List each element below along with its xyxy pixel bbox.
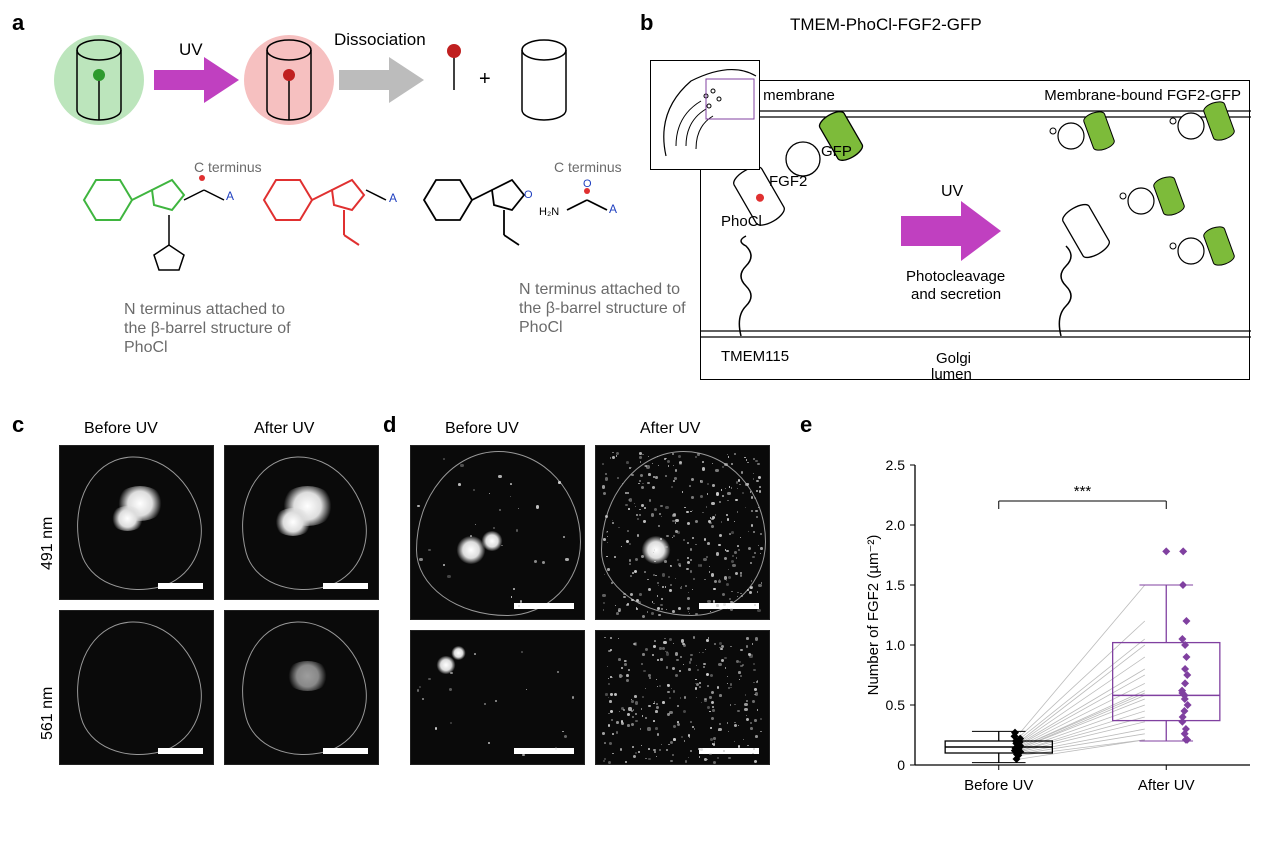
- svg-text:1.0: 1.0: [886, 637, 906, 653]
- panel-d: d Before UV After UV: [395, 420, 795, 830]
- svg-text:After UV: After UV: [1138, 777, 1195, 794]
- boxplot-chart: 0 0.5 1.0 1.5 2.0 2.5 Number of FGF2 (µm⁻²) Bef…: [860, 450, 1260, 810]
- panel-e: e 00.51.01.52.02.5Number of FGF2 (µm⁻²)B…: [800, 420, 1270, 830]
- panel-a-schematic: UV Dissociation +: [54, 25, 674, 155]
- c-img-3: [59, 610, 214, 765]
- d-img-3: [410, 630, 585, 765]
- c-row2: 561 nm: [39, 687, 57, 740]
- c-before: Before UV: [84, 420, 158, 438]
- svg-text:C terminus: C terminus: [554, 160, 622, 175]
- svg-text:Before UV: Before UV: [964, 777, 1033, 794]
- panel-c: c Before UV After UV 491 nm 561 nm: [24, 420, 384, 830]
- uv-text: UV: [179, 40, 203, 59]
- svg-text:O: O: [583, 178, 592, 190]
- svg-text:A: A: [609, 202, 617, 216]
- svg-text:FGF2: FGF2: [769, 173, 807, 190]
- panel-a-label: a: [12, 10, 24, 36]
- dissoc-text: Dissociation: [334, 30, 426, 49]
- svg-text:A: A: [389, 191, 397, 205]
- svg-text:O: O: [524, 189, 533, 201]
- panel-d-label: d: [383, 412, 396, 438]
- svg-text:***: ***: [1074, 483, 1092, 500]
- panel-e-label: e: [800, 412, 812, 438]
- c-row1: 491 nm: [39, 517, 57, 570]
- svg-text:GFP: GFP: [821, 143, 852, 160]
- panel-b-title: TMEM-PhoCl-FGF2-GFP: [790, 15, 982, 35]
- svg-text:1.5: 1.5: [886, 577, 906, 593]
- c-img-1: [59, 445, 214, 600]
- d-img-4: [595, 630, 770, 765]
- c-img-4: [224, 610, 379, 765]
- panel-b: b TMEM-PhoCl-FGF2-GFP Plasma membrane Me…: [640, 20, 1260, 390]
- c-img-2: [224, 445, 379, 600]
- svg-text:2.5: 2.5: [886, 457, 906, 473]
- svg-text:lumen: lumen: [931, 366, 972, 381]
- svg-text:+: +: [479, 68, 491, 90]
- panel-a: a UV Dissociation +: [24, 20, 624, 390]
- d-img-2: [595, 445, 770, 620]
- d-before: Before UV: [445, 420, 519, 438]
- svg-text:Golgi: Golgi: [936, 350, 971, 367]
- svg-text:0: 0: [897, 757, 905, 773]
- svg-text:UV: UV: [941, 183, 964, 200]
- svg-text:2.0: 2.0: [886, 517, 906, 533]
- svg-text:0.5: 0.5: [886, 697, 906, 713]
- panel-c-label: c: [12, 412, 24, 438]
- svg-text:and secretion: and secretion: [911, 286, 1001, 303]
- svg-text:TMEM115: TMEM115: [721, 348, 789, 365]
- c-after: After UV: [254, 420, 314, 438]
- svg-text:H₂N: H₂N: [539, 206, 559, 218]
- svg-text:Photocleavage: Photocleavage: [906, 268, 1005, 285]
- n-term-1: N terminus attached to the β-barrel stru…: [124, 300, 294, 358]
- cell-inset: [650, 60, 760, 170]
- panel-b-box: Plasma membrane Membrane-bound FGF2-GFP: [700, 80, 1250, 380]
- d-img-1: [410, 445, 585, 620]
- panel-b-label: b: [640, 10, 653, 36]
- svg-text:Number of FGF2 (µm⁻²): Number of FGF2 (µm⁻²): [865, 535, 882, 696]
- svg-text:A: A: [226, 189, 234, 203]
- d-after: After UV: [640, 420, 700, 438]
- svg-text:C terminus: C terminus: [194, 160, 262, 175]
- svg-text:PhoCl: PhoCl: [721, 213, 762, 230]
